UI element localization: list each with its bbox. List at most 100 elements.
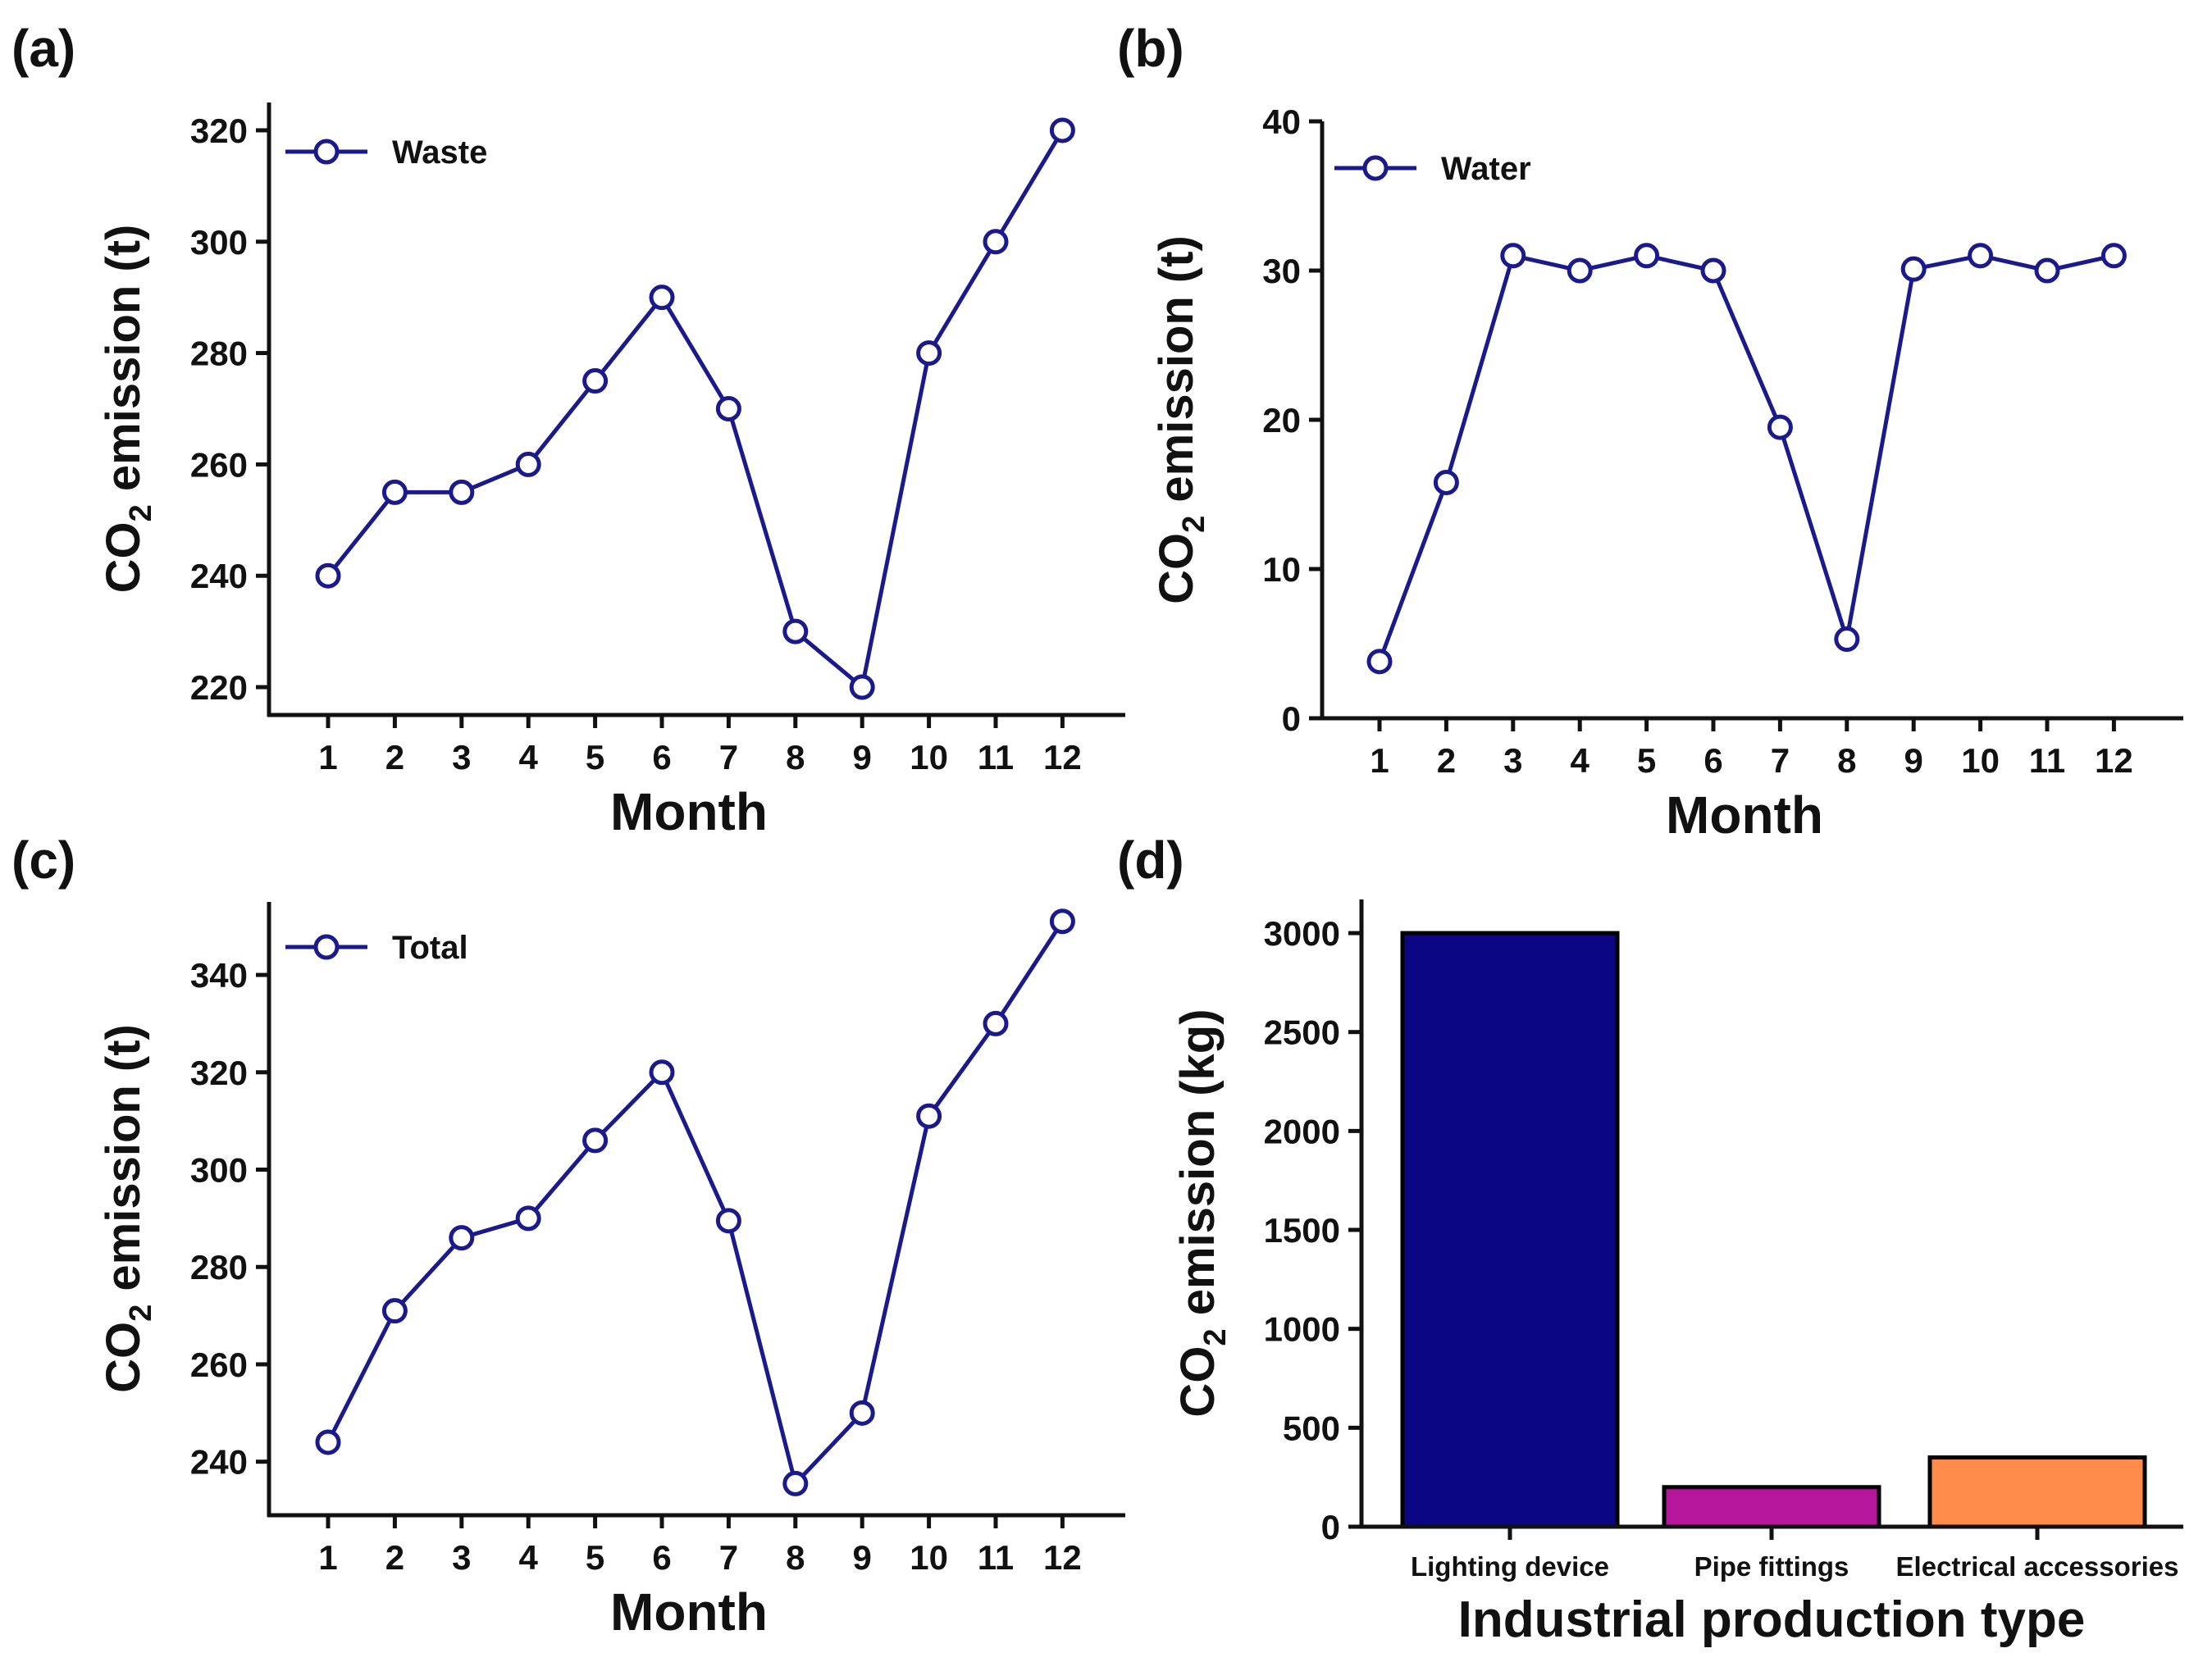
x-axis-label-b: Month [1666, 785, 1823, 845]
series-line-water [1377, 253, 2114, 663]
x-tick-label-c: 6 [652, 1538, 671, 1577]
data-point-c [782, 1470, 809, 1496]
data-point-b [1433, 469, 1459, 495]
panel-label-a: (a) [11, 19, 76, 78]
legend-label-c: Total [392, 930, 468, 966]
y-tick-label-d: 2000 [1264, 1112, 1340, 1150]
y-tick-label-b: 10 [1262, 550, 1301, 589]
x-tick-label-a: 4 [519, 738, 539, 776]
legend-marker-b [1362, 155, 1389, 181]
data-point-a [1049, 117, 1075, 143]
x-tick-label-c: 11 [978, 1538, 1014, 1577]
x-tick-label-c: 5 [586, 1538, 604, 1577]
data-point-c [715, 1208, 741, 1234]
bar-electrical-accessories [1927, 1455, 2147, 1529]
data-point-a [715, 396, 741, 421]
x-tick-label-c: 8 [786, 1538, 805, 1577]
x-tick-label-a: 2 [385, 738, 404, 776]
legend-label-a: Waste [392, 134, 487, 171]
data-point-b [1900, 256, 1927, 282]
x-axis-label-a: Month [610, 782, 768, 841]
y-tick-label-d: 0 [1321, 1508, 1340, 1546]
data-point-c [381, 1298, 408, 1324]
x-tick-label-b: 1 [1370, 741, 1389, 780]
y-tick-label-b: 30 [1262, 252, 1301, 290]
x-tick-label-b: 7 [1771, 741, 1790, 780]
y-axis-label-d: CO2 emission (kg) [1171, 1009, 1233, 1417]
x-tick-label-c: 7 [719, 1538, 738, 1577]
y-axis-label-a: CO2 emission (t) [97, 225, 158, 594]
x-tick-label-c: 10 [910, 1538, 948, 1577]
data-point-a [649, 285, 675, 311]
y-tick-label-b: 40 [1262, 102, 1301, 141]
x-tick-label-a: 3 [452, 738, 471, 776]
x-tick-label-b: 2 [1437, 741, 1456, 780]
data-point-b [1700, 257, 1726, 284]
x-tick-label-a: 8 [786, 738, 805, 776]
y-tick-label-c: 260 [190, 1346, 248, 1384]
data-point-a [449, 479, 475, 505]
x-tick-label-a: 1 [318, 738, 337, 776]
x-tick-label-b: 5 [1637, 741, 1656, 780]
bar-pipe-fittings [1662, 1485, 1881, 1529]
data-point-b [2100, 243, 2127, 269]
x-tick-label-a: 6 [652, 738, 671, 776]
data-point-b [1634, 243, 1660, 269]
x-tick-label-c: 9 [853, 1538, 872, 1577]
y-tick-label-c: 340 [190, 956, 248, 995]
legend-label-b: Water [1441, 151, 1531, 187]
bar-lighting-device [1400, 931, 1620, 1529]
data-point-c [983, 1010, 1009, 1036]
x-tick-label-b: 3 [1503, 741, 1522, 780]
panel-label-c: (c) [11, 831, 76, 890]
legend-marker-c [313, 934, 340, 960]
y-tick-label-d: 500 [1283, 1409, 1340, 1447]
bar-chart-d: 0 500 1000 1500 2000 2500 3000 Lighting device P… [1264, 899, 2183, 1648]
data-point-a [983, 229, 1009, 255]
x-tick-label-b: 12 [2095, 741, 2133, 780]
y-tick-label-b: 0 [1282, 699, 1301, 738]
x-tick-label-b: 8 [1837, 741, 1856, 780]
x-tick-label-d: Lighting device [1411, 1551, 1609, 1582]
y-tick-label-a: 240 [190, 557, 248, 595]
x-tick-label-a: 10 [910, 738, 948, 776]
x-tick-label-d: Electrical accessories [1896, 1551, 2179, 1582]
x-tick-label-c: 12 [1043, 1538, 1082, 1577]
y-tick-label-d: 3000 [1264, 914, 1340, 953]
x-tick-label-c: 1 [318, 1538, 337, 1577]
y-axis-label-c: CO2 emission (t) [97, 1024, 158, 1393]
data-point-b [1767, 414, 1793, 440]
y-tick-label-d: 1000 [1264, 1310, 1340, 1349]
x-tick-label-d: Pipe fittings [1694, 1551, 1849, 1582]
y-tick-label-a: 320 [190, 112, 248, 150]
data-point-b [1366, 649, 1393, 675]
x-tick-label-b: 11 [2029, 741, 2065, 780]
data-point-b [1968, 243, 1994, 269]
y-tick-label-d: 1500 [1264, 1211, 1340, 1250]
y-axis-label-b: CO2 emission (t) [1150, 235, 1211, 604]
y-tick-label-a: 280 [190, 335, 248, 373]
x-tick-label-b: 4 [1571, 741, 1590, 780]
data-point-a [782, 618, 809, 644]
y-tick-label-b: 20 [1262, 401, 1301, 439]
x-tick-label-a: 7 [719, 738, 738, 776]
data-point-b [1834, 626, 1860, 653]
data-point-a [582, 368, 609, 394]
x-tick-label-a: 5 [586, 738, 604, 776]
legend-marker-a [313, 139, 340, 165]
y-tick-label-c: 300 [190, 1151, 248, 1190]
data-point-c [449, 1225, 475, 1251]
data-point-c [916, 1103, 942, 1129]
data-point-c [1049, 908, 1075, 935]
data-point-c [582, 1127, 609, 1154]
x-tick-label-a: 12 [1043, 738, 1082, 776]
y-tick-label-c: 280 [190, 1248, 248, 1286]
data-point-a [916, 340, 942, 367]
x-tick-label-c: 2 [385, 1538, 404, 1577]
data-point-b [1567, 257, 1593, 284]
series-line-waste [326, 129, 1065, 691]
